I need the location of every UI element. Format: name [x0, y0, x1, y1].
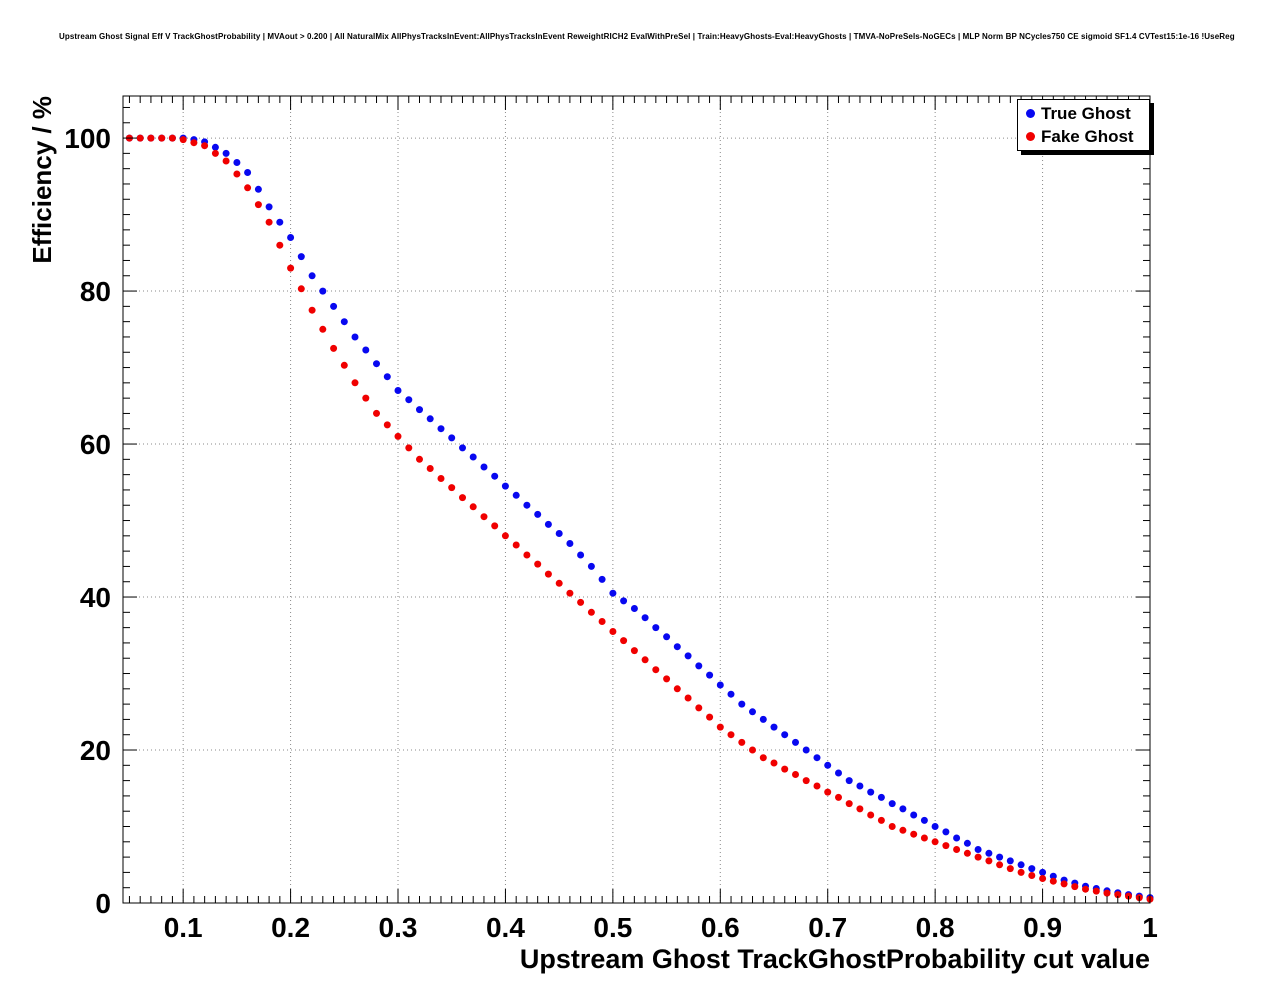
y-tick-label: 20: [80, 735, 111, 766]
x-tick-label: 1: [1142, 912, 1158, 943]
y-tick-label: 60: [80, 429, 111, 460]
x-tick-label: 0.7: [808, 912, 847, 943]
y-tick-label: 100: [64, 123, 111, 154]
x-tick-labels-group: 0.1 0.2 0.3 0.4 0.5 0.6 0.7 0.8 0.9 1: [164, 912, 1158, 943]
x-tick-label: 0.5: [593, 912, 632, 943]
plot-title: Upstream Ghost Signal Eff V TrackGhostPr…: [59, 32, 1235, 41]
legend-label-fake-ghost: Fake Ghost: [1041, 126, 1134, 146]
series-true-ghost-points: [125, 134, 1154, 902]
gridlines-group: [123, 96, 1151, 904]
x-axis-title: Upstream Ghost TrackGhostProbability cut…: [519, 944, 1150, 974]
x-ticks-group: [128, 96, 1151, 903]
y-tick-label: 80: [80, 276, 111, 307]
y-tick-label: 40: [80, 582, 111, 613]
x-tick-label: 0.4: [486, 912, 525, 943]
x-tick-label: 0.3: [379, 912, 418, 943]
legend-marker-fake-ghost-icon: [1026, 132, 1035, 141]
x-tick-label: 0.8: [916, 912, 955, 943]
y-ticks-group: [123, 106, 1150, 904]
y-tick-label: 0: [95, 888, 111, 919]
legend: True Ghost Fake Ghost: [1017, 99, 1150, 151]
x-tick-label: 0.2: [271, 912, 310, 943]
x-tick-label: 0.1: [164, 912, 203, 943]
legend-entry-true-ghost: True Ghost: [1018, 102, 1149, 125]
y-tick-labels-group: 0 20 40 60 80 100: [64, 123, 111, 919]
x-tick-label: 0.9: [1023, 912, 1062, 943]
plot-frame-group: [122, 95, 1151, 904]
plot-frame: [122, 95, 1151, 904]
legend-entry-fake-ghost: Fake Ghost: [1018, 125, 1149, 148]
x-tick-label: 0.6: [701, 912, 740, 943]
series-fake-ghost-points: [125, 134, 1154, 903]
legend-label-true-ghost: True Ghost: [1041, 103, 1131, 123]
legend-marker-true-ghost-icon: [1026, 109, 1035, 118]
